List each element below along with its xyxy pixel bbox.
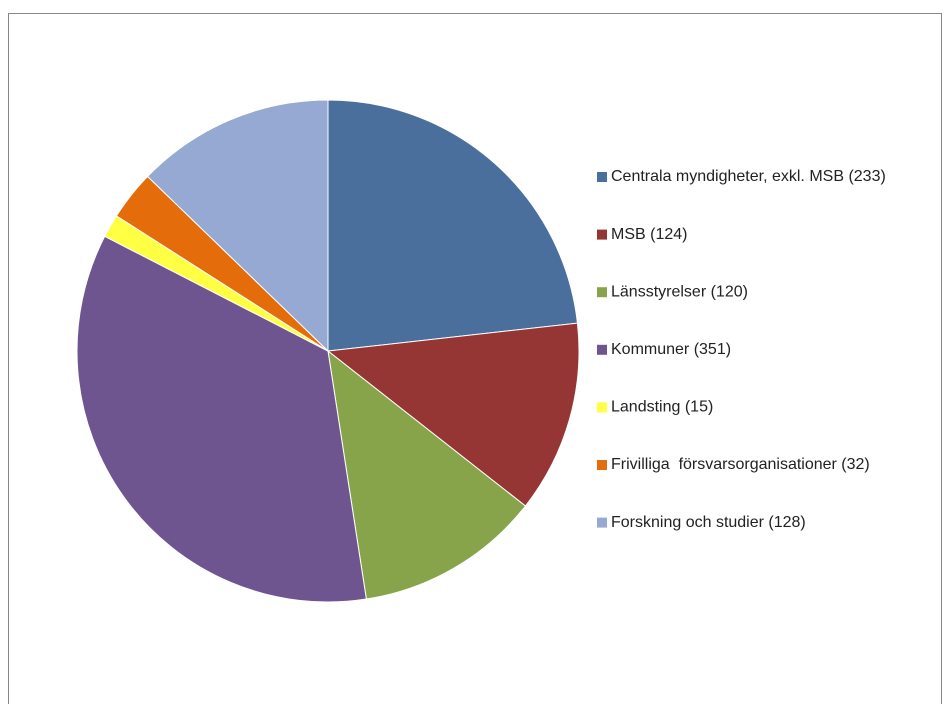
- pie-slice: [76, 235, 367, 603]
- legend-label: Forskning och studier (128): [611, 514, 806, 531]
- legend-swatch: [597, 517, 607, 528]
- legend-label: Länsstyrelser (120): [611, 283, 748, 300]
- legend-swatch: [597, 460, 607, 470]
- legend-swatch: [597, 229, 607, 240]
- legend-label: Landsting (15): [611, 399, 713, 416]
- legend-label: Centrala myndigheter, exkl. MSB (233): [611, 168, 886, 185]
- pie-slice: [327, 99, 579, 352]
- legend-label: MSB (124): [611, 226, 687, 243]
- legend-swatch: [597, 172, 607, 182]
- legend-label: Kommuner (351): [611, 341, 731, 358]
- pie-slice: [326, 322, 580, 507]
- legend-label: Frivilliga försvarsorganisationer (32): [611, 456, 870, 473]
- pie-slice: [327, 349, 527, 600]
- pie-slice: [146, 99, 329, 353]
- legend-swatch: [597, 402, 607, 413]
- legend-swatch: [597, 344, 607, 355]
- legend-swatch: [597, 287, 607, 298]
